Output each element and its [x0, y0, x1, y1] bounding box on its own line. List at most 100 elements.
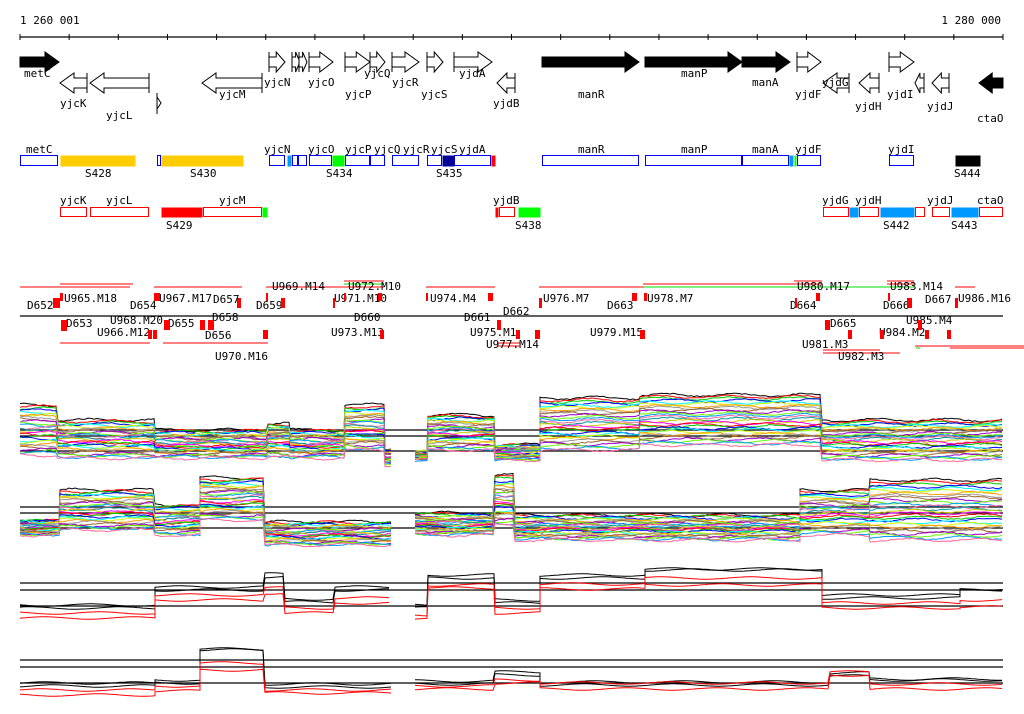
- operon-gene-label: yjcO: [308, 143, 335, 156]
- operon-box: [979, 207, 1003, 217]
- gene-arrow-yjcL: [89, 72, 150, 94]
- operon-gene-label: yjdI: [888, 143, 915, 156]
- gene-label: yjcL: [106, 109, 133, 122]
- gene-arrow-small: [298, 51, 308, 73]
- operon-gene-label: yjcR: [403, 143, 430, 156]
- boundary-marker: [333, 298, 335, 308]
- segment-boundary-label: D658: [212, 311, 239, 324]
- gene-arrow-yjcM: [201, 72, 263, 94]
- segment-boundary-label: U983.M14: [890, 280, 943, 293]
- expression-line: [19, 572, 390, 607]
- operon-gene-label: ctaO: [977, 194, 1004, 207]
- segment-block: [262, 207, 268, 218]
- expression-line: [19, 668, 392, 697]
- boundary-marker: [281, 298, 285, 308]
- gene-label: yjdG: [822, 76, 849, 89]
- gene-arrow-manP: [644, 51, 743, 73]
- segment-boundary-label: U977.M14: [486, 338, 539, 351]
- expression-line: [19, 415, 392, 456]
- gene-arrow-yjcN: [268, 50, 286, 74]
- operon-gene-label: yjdH: [855, 194, 882, 207]
- segment-boundary-label: U974.M4: [430, 292, 477, 305]
- operon-box: [742, 155, 789, 166]
- operon-gene-label: yjdA: [459, 143, 486, 156]
- operon-box: [269, 155, 285, 166]
- segment-boundary-label: D655: [168, 317, 195, 330]
- expression-line: [414, 512, 1003, 537]
- gene-arrow-yjdB: [496, 71, 516, 95]
- ruler-start-label: 1 260 001: [20, 14, 80, 27]
- operon-gene-label: yjcS: [431, 143, 458, 156]
- expression-line: [19, 446, 392, 465]
- expression-line: [19, 517, 392, 548]
- expression-line: [19, 593, 390, 620]
- expression-line: [19, 494, 391, 535]
- operon-box: [542, 155, 639, 166]
- expression-line: [414, 674, 1003, 691]
- boundary-marker: [266, 293, 268, 301]
- gene-label: yjcK: [60, 97, 87, 110]
- gene-label: yjdA: [459, 67, 486, 80]
- gene-arrow-small: [914, 72, 925, 94]
- segment-boundary-label: D662: [503, 305, 530, 318]
- expression-line: [414, 476, 1003, 520]
- expression-line: [414, 583, 1003, 620]
- operon-gene-label: yjdJ: [927, 194, 954, 207]
- boundary-marker: [60, 293, 63, 301]
- expression-line: [19, 512, 392, 545]
- gene-label: yjcQ: [364, 67, 391, 80]
- operon-box: [90, 207, 149, 217]
- segment-S444: [955, 155, 981, 167]
- segment-boundary-label: U981.M3: [802, 338, 848, 351]
- expression-line: [414, 673, 1003, 687]
- operon-track-reverse: yjcK yjcL yjcM yjdB yjdG yjdH yjdJ ctaO S429 S438…: [60, 194, 1004, 232]
- expression-profiles: [19, 392, 1003, 697]
- segment-block: [495, 207, 499, 218]
- segment-label: S428: [85, 167, 112, 180]
- boundary-marker: [200, 320, 205, 330]
- segment-boundary-label: D657: [213, 293, 240, 306]
- segment-boundary-label: U980.M17: [797, 280, 850, 293]
- segment-boundary-label: U970.M16: [215, 350, 268, 363]
- expression-line: [19, 502, 392, 539]
- expression-line: [414, 405, 1003, 455]
- boundary-marker: [378, 293, 382, 301]
- boundary-marker: [153, 330, 157, 339]
- boundary-marker: [888, 293, 890, 301]
- segment-label: S442: [883, 219, 910, 232]
- boundary-marker: [156, 293, 160, 301]
- boundary-marker: [488, 293, 493, 301]
- gene-arrow-yjcR: [391, 51, 420, 73]
- expression-line: [414, 394, 1003, 453]
- segment-boundary-label: U976.M7: [543, 292, 589, 305]
- expression-line: [414, 484, 1003, 523]
- expression-line: [19, 407, 392, 452]
- operon-box: [454, 155, 491, 166]
- operon-box: [645, 155, 742, 166]
- boundary-marker: [148, 330, 152, 339]
- expression-line: [19, 586, 390, 615]
- boundary-marker: [53, 298, 60, 308]
- boundary-marker: [497, 320, 501, 330]
- segment-block: [849, 207, 859, 218]
- expression-line: [19, 444, 392, 466]
- gene-label: yjdH: [855, 100, 882, 113]
- gene-arrow-small: [291, 51, 301, 73]
- boundary-marker: [925, 330, 929, 339]
- expression-line: [19, 429, 392, 461]
- segment-boundary-label: U971.M10: [334, 292, 387, 305]
- operon-box: [60, 207, 87, 217]
- expression-line: [414, 480, 1003, 521]
- boundary-marker: [918, 320, 922, 330]
- expression-line: [414, 412, 1003, 457]
- operon-gene-label: manA: [752, 143, 779, 156]
- boundary-marker: [795, 298, 797, 308]
- gene-label: yjcS: [421, 88, 448, 101]
- segment-boundary-label: D653: [66, 317, 93, 330]
- operon-gene-label: yjcM: [219, 194, 246, 207]
- gene-track: metC yjcK yjcL yjcM yjcN yjcO yjcP yjcQyjcRyjcS…: [19, 50, 1004, 125]
- expression-line: [414, 400, 1002, 452]
- operon-box: [889, 155, 914, 166]
- boundary-marker: [640, 330, 645, 339]
